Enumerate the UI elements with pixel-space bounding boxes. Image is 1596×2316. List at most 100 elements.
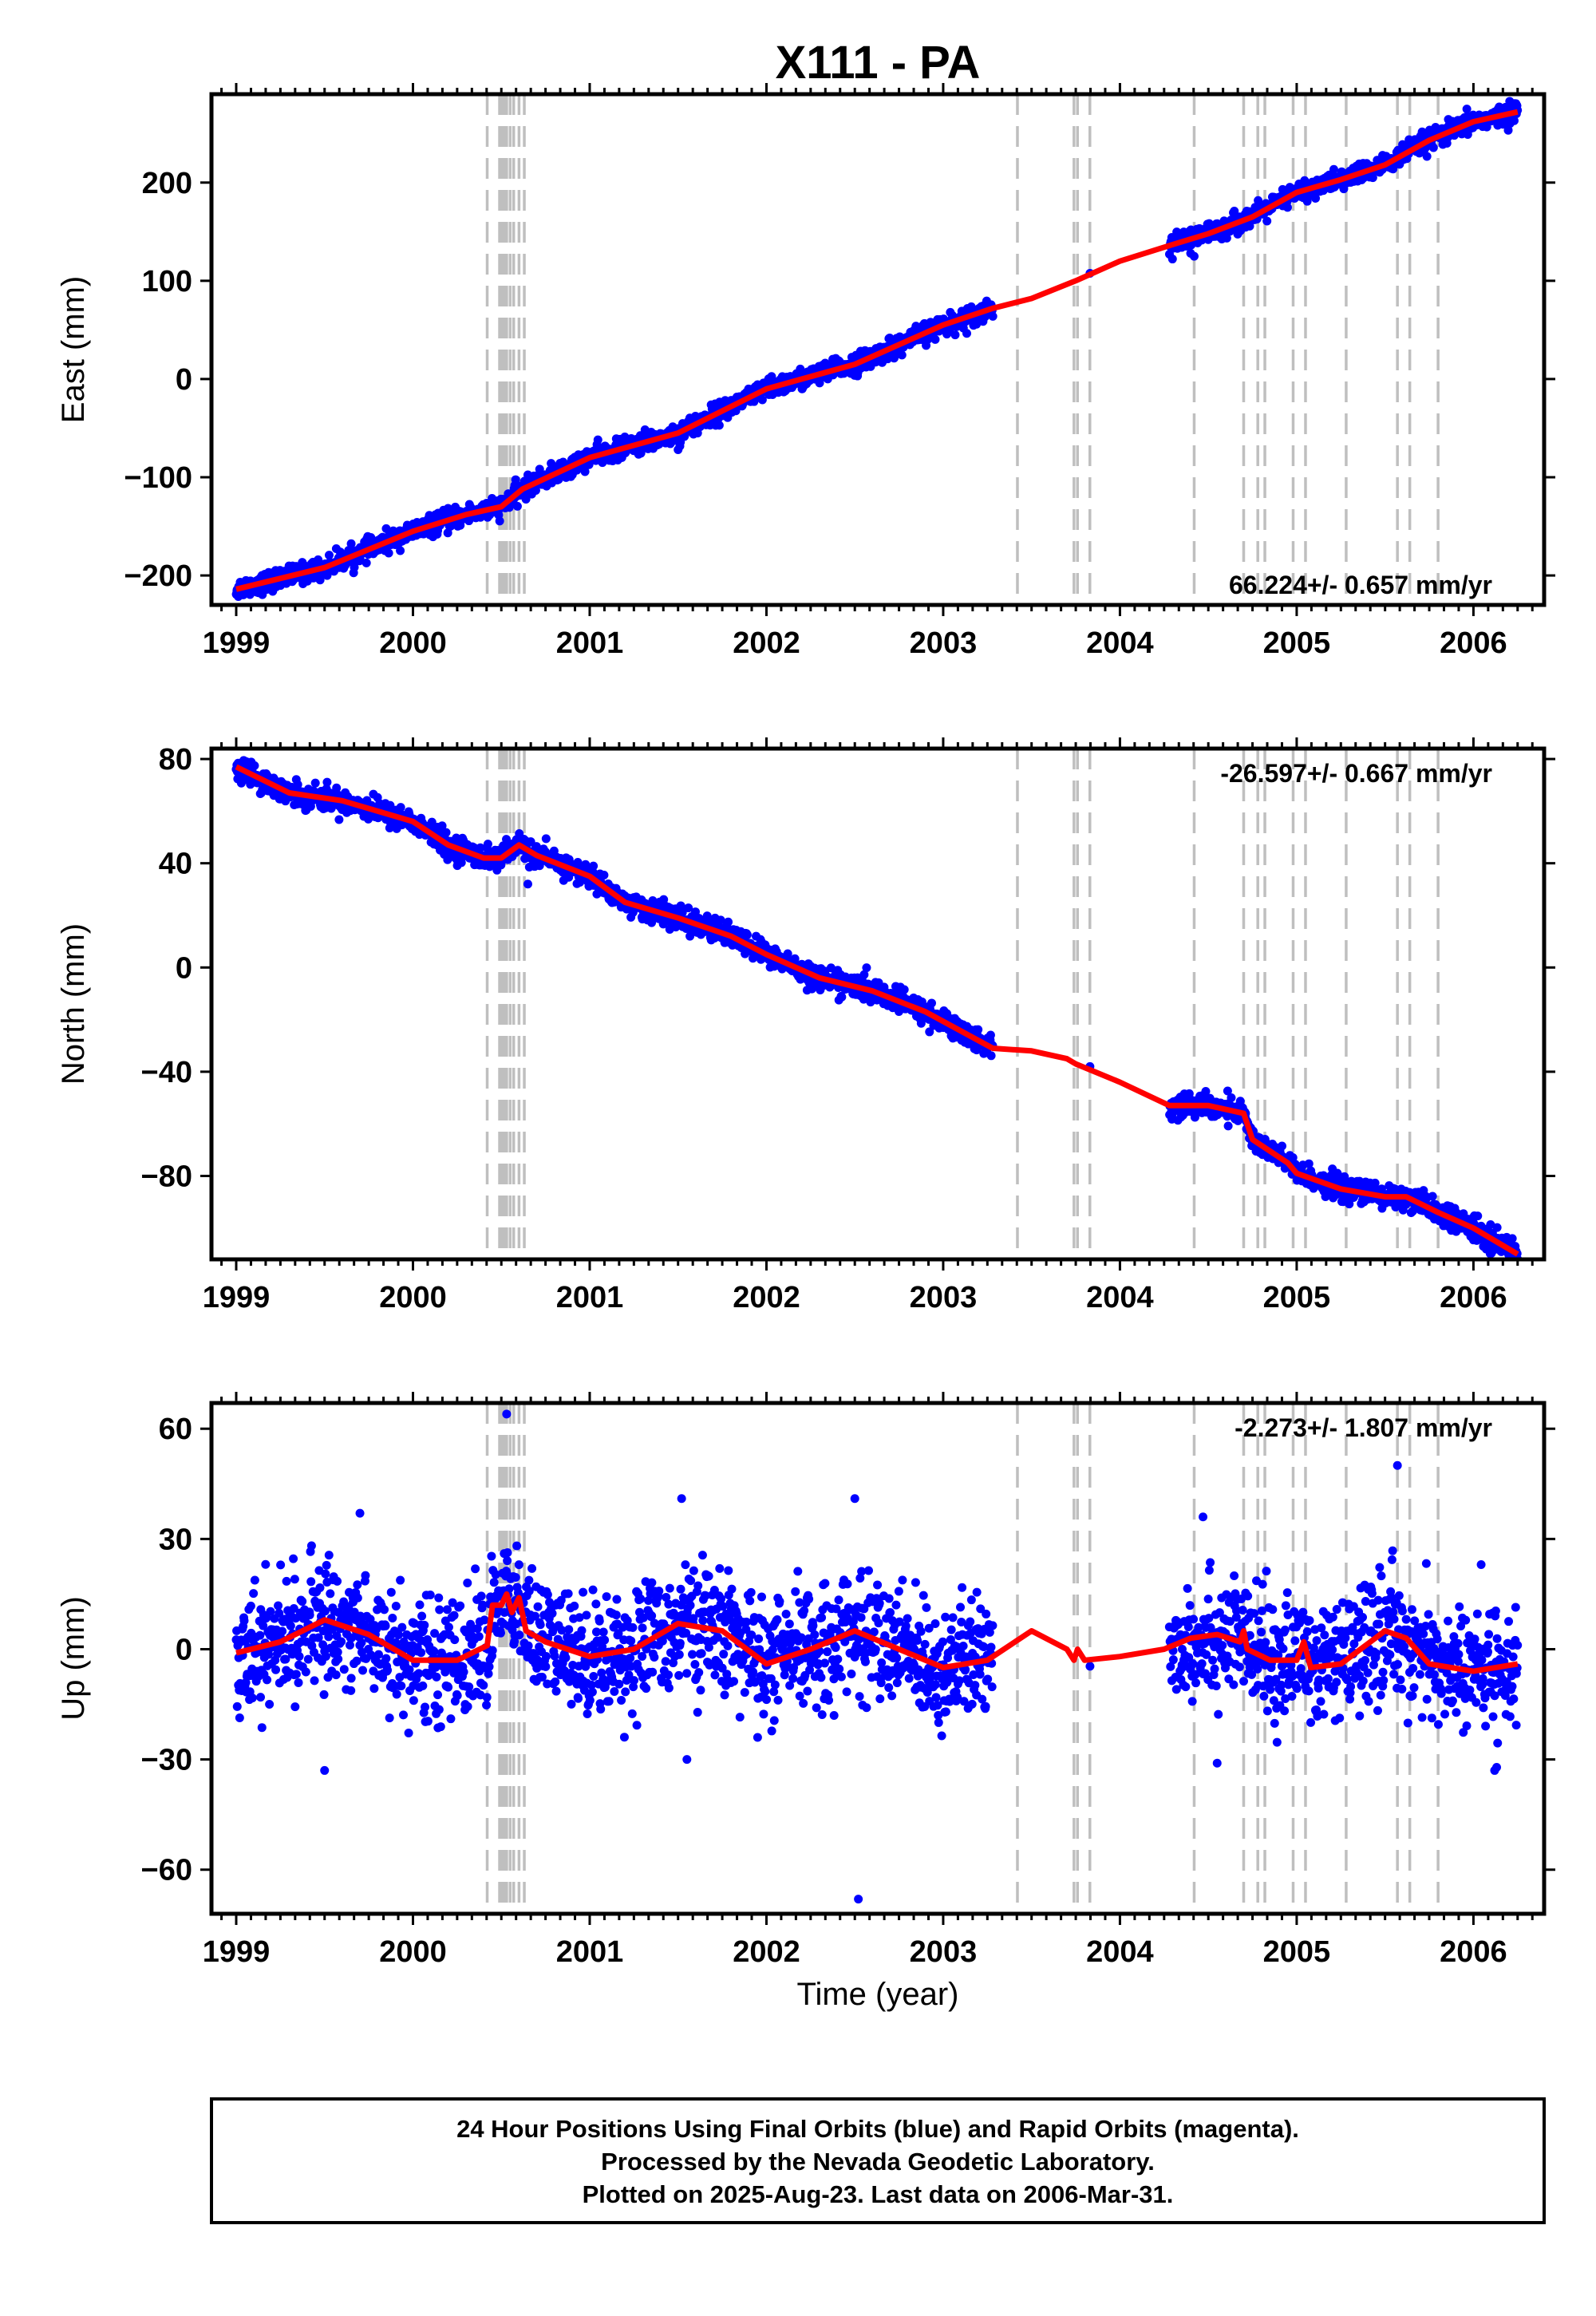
data-point — [434, 1705, 444, 1714]
east-panel: 1999 2000 2001 2002 2003 2004 2005 2006−200−100… — [56, 83, 1555, 660]
data-point — [464, 1682, 474, 1692]
data-point — [333, 1576, 342, 1586]
x-tick-label: 2002 — [733, 626, 800, 660]
data-point — [1509, 116, 1519, 125]
data-point — [1329, 164, 1338, 174]
data-point — [415, 1600, 425, 1610]
data-point — [347, 1633, 357, 1642]
data-point — [418, 1681, 428, 1690]
x-axis: 1999 2000 2001 2002 2003 2004 2005 2006 — [203, 83, 1534, 660]
up-panel: 1999 2000 2001 2002 2003 2004 2005 2006−60−3003… — [56, 1392, 1555, 1969]
break-lines — [485, 94, 1440, 605]
data-point — [334, 1654, 343, 1664]
data-point — [281, 1654, 290, 1664]
data-point — [290, 1575, 299, 1584]
data-point — [442, 1605, 452, 1614]
data-point — [396, 546, 405, 555]
data-point — [393, 1630, 403, 1640]
data-point — [294, 1652, 304, 1662]
data-point — [255, 1630, 265, 1640]
data-point — [930, 334, 940, 344]
data-point — [541, 834, 551, 844]
data-point — [235, 1713, 244, 1722]
data-point — [420, 1620, 429, 1630]
data-point — [310, 778, 320, 788]
data-point — [1288, 1152, 1298, 1162]
data-point — [1368, 173, 1377, 183]
data-point — [446, 1714, 456, 1724]
data-point — [986, 1051, 996, 1061]
data-point — [392, 1690, 401, 1699]
data-point — [702, 911, 712, 921]
data-point — [246, 1601, 255, 1611]
data-point — [463, 1701, 472, 1711]
data-point — [986, 1030, 995, 1040]
data-point — [988, 311, 998, 321]
data-point — [1492, 1223, 1502, 1232]
data-point — [369, 1684, 379, 1694]
data-point — [353, 1580, 362, 1590]
data-point — [1223, 1121, 1233, 1131]
data-point — [381, 1654, 391, 1663]
data-point — [275, 1608, 284, 1618]
data-point — [294, 1678, 303, 1687]
y-tick-label: −100 — [124, 461, 192, 495]
data-point — [357, 1638, 366, 1647]
data-point — [232, 1701, 242, 1711]
data-point — [259, 1621, 268, 1630]
data-point — [444, 1622, 453, 1632]
data-point — [434, 1593, 444, 1603]
x-tick-label: 2005 — [1263, 626, 1331, 660]
data-point — [459, 1667, 468, 1677]
data-point — [405, 1665, 414, 1674]
data-point — [337, 1637, 346, 1646]
data-point — [417, 1648, 426, 1658]
data-point — [334, 815, 344, 824]
data-point — [1428, 143, 1438, 152]
y-tick-label: −80 — [141, 1160, 192, 1194]
data-point — [333, 1647, 342, 1657]
data-point — [384, 548, 393, 558]
data-point — [511, 475, 520, 484]
data-point — [926, 998, 936, 1008]
data-point — [757, 395, 767, 405]
data-point — [476, 843, 485, 852]
data-point — [289, 1554, 298, 1563]
data-point — [436, 1722, 445, 1732]
data-point — [859, 970, 869, 979]
data-point — [521, 494, 531, 504]
data-point — [437, 821, 447, 831]
data-point — [318, 1640, 328, 1650]
y-tick-label: 100 — [142, 265, 192, 298]
data-point — [282, 1576, 291, 1586]
rate-label: -26.597+/- 0.667 mm/yr — [1220, 759, 1492, 788]
data-point — [897, 350, 907, 360]
outlier-point — [1507, 1234, 1517, 1243]
x-tick-label: 2005 — [1263, 1281, 1331, 1314]
data-point — [396, 1575, 405, 1585]
x-tick-label: 2006 — [1440, 626, 1507, 660]
data-point — [417, 1611, 427, 1621]
data-point — [306, 1541, 316, 1551]
data-point — [742, 930, 752, 939]
x-axis: 1999 2000 2001 2002 2003 2004 2005 2006 — [203, 737, 1534, 1314]
data-point — [301, 1667, 310, 1677]
data-point — [456, 1601, 465, 1611]
data-point — [1311, 194, 1321, 204]
data-point — [1422, 152, 1432, 161]
data-point — [324, 1632, 334, 1642]
data-point — [716, 915, 725, 925]
data-point — [1282, 203, 1292, 212]
data-point — [266, 1607, 275, 1616]
data-point — [365, 1614, 375, 1624]
y-tick-label: 0 — [176, 363, 192, 397]
outlier-point — [1189, 251, 1199, 261]
data-point — [399, 1710, 409, 1720]
data-point — [1262, 216, 1272, 226]
data-point — [286, 1621, 295, 1630]
data-point — [247, 1694, 257, 1703]
data-point — [790, 954, 800, 963]
data-point — [1503, 125, 1513, 135]
data-point — [495, 516, 504, 526]
